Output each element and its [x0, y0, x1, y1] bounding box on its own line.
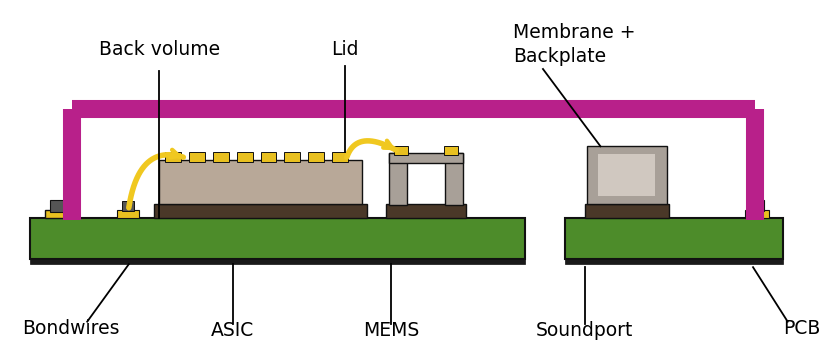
Bar [122, 201, 134, 211]
Bar [45, 210, 73, 218]
Bar [599, 154, 655, 196]
Bar [50, 200, 68, 212]
Bar [30, 259, 525, 264]
Bar [308, 152, 324, 162]
Text: MEMS: MEMS [363, 321, 420, 340]
Bar [30, 218, 525, 259]
Bar [445, 153, 463, 205]
Bar [749, 200, 764, 211]
Bar [745, 210, 769, 218]
Bar [565, 218, 783, 259]
Text: Bondwires: Bondwires [21, 319, 119, 338]
Text: Back volume: Back volume [99, 40, 221, 59]
Bar [159, 160, 362, 204]
Bar [189, 152, 205, 162]
Bar [565, 259, 783, 264]
Bar [394, 146, 408, 155]
Bar [154, 204, 367, 218]
Text: Soundport: Soundport [536, 321, 634, 340]
Bar [213, 152, 229, 162]
Bar [117, 210, 139, 218]
Bar [387, 204, 466, 218]
Text: Membrane +
Backplate: Membrane + Backplate [513, 23, 636, 66]
Bar [237, 152, 253, 162]
Bar [284, 152, 300, 162]
Bar [586, 146, 667, 204]
Bar [332, 152, 348, 162]
Bar [444, 146, 458, 155]
Text: Lid: Lid [331, 40, 358, 59]
Bar [585, 204, 669, 218]
Bar [389, 153, 463, 163]
Text: ASIC: ASIC [211, 321, 254, 340]
Text: PCB: PCB [783, 319, 820, 338]
Bar [165, 152, 182, 162]
Bar [389, 153, 407, 205]
Bar [260, 152, 277, 162]
